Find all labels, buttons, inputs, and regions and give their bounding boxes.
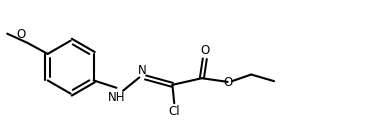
Text: Cl: Cl — [168, 105, 180, 118]
Text: O: O — [200, 44, 210, 57]
Text: N: N — [138, 64, 147, 77]
Text: O: O — [224, 76, 233, 89]
Text: O: O — [16, 28, 26, 41]
Text: NH: NH — [108, 91, 125, 104]
